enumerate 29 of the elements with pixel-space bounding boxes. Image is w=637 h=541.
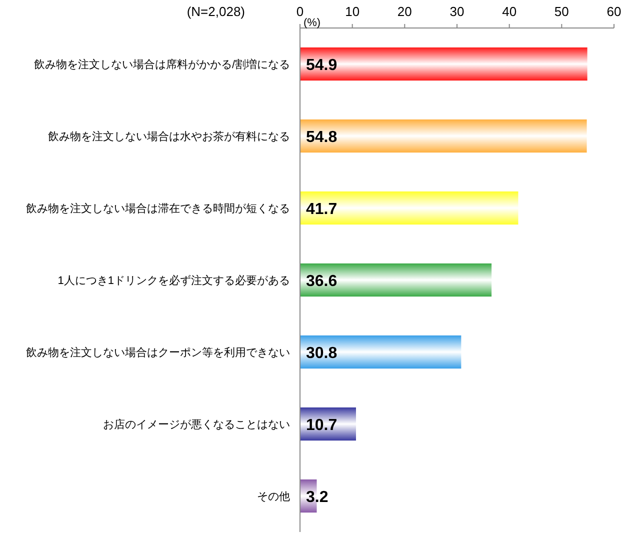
- x-tick-label: 10: [345, 4, 360, 19]
- bar: [300, 119, 587, 153]
- x-tick-label: 20: [397, 4, 412, 19]
- x-tick-label: 0: [296, 4, 304, 19]
- x-axis-title: (%): [303, 17, 321, 29]
- data-label: 54.8: [306, 129, 338, 146]
- y-tick-label: お店のイメージが悪くなることはない: [103, 418, 290, 431]
- y-tick-label: 飲み物を注文しない場合は水やお茶が有料になる: [48, 130, 290, 143]
- data-label: 41.7: [306, 201, 338, 218]
- data-label: 30.8: [306, 345, 338, 362]
- data-label: 3.2: [306, 489, 328, 506]
- bar: [300, 191, 518, 225]
- y-tick-label: その他: [257, 491, 290, 503]
- x-tick-label: 60: [606, 4, 622, 19]
- y-tick-label: 飲み物を注文しない場合は席料がかかる/割増になる: [34, 58, 290, 71]
- x-tick-label: 30: [450, 4, 464, 19]
- y-tick-label: 飲み物を注文しない場合はクーポン等を利用できない: [26, 346, 290, 359]
- bar: [300, 47, 588, 81]
- y-tick-label: 飲み物を注文しない場合は滞在できる時間が短くなる: [26, 202, 290, 215]
- x-tick-label: 40: [502, 4, 517, 19]
- bar: [300, 263, 492, 297]
- y-tick-label: 1人につき1ドリンクを必ず注文する必要がある: [58, 274, 290, 287]
- data-label: 36.6: [306, 273, 338, 290]
- data-label: 54.9: [306, 57, 338, 74]
- bar: [300, 335, 462, 369]
- bar: [300, 407, 356, 441]
- x-tick-label: 50: [554, 4, 569, 19]
- text: (N=2,028): [186, 4, 245, 19]
- data-label: 10.7: [306, 417, 338, 434]
